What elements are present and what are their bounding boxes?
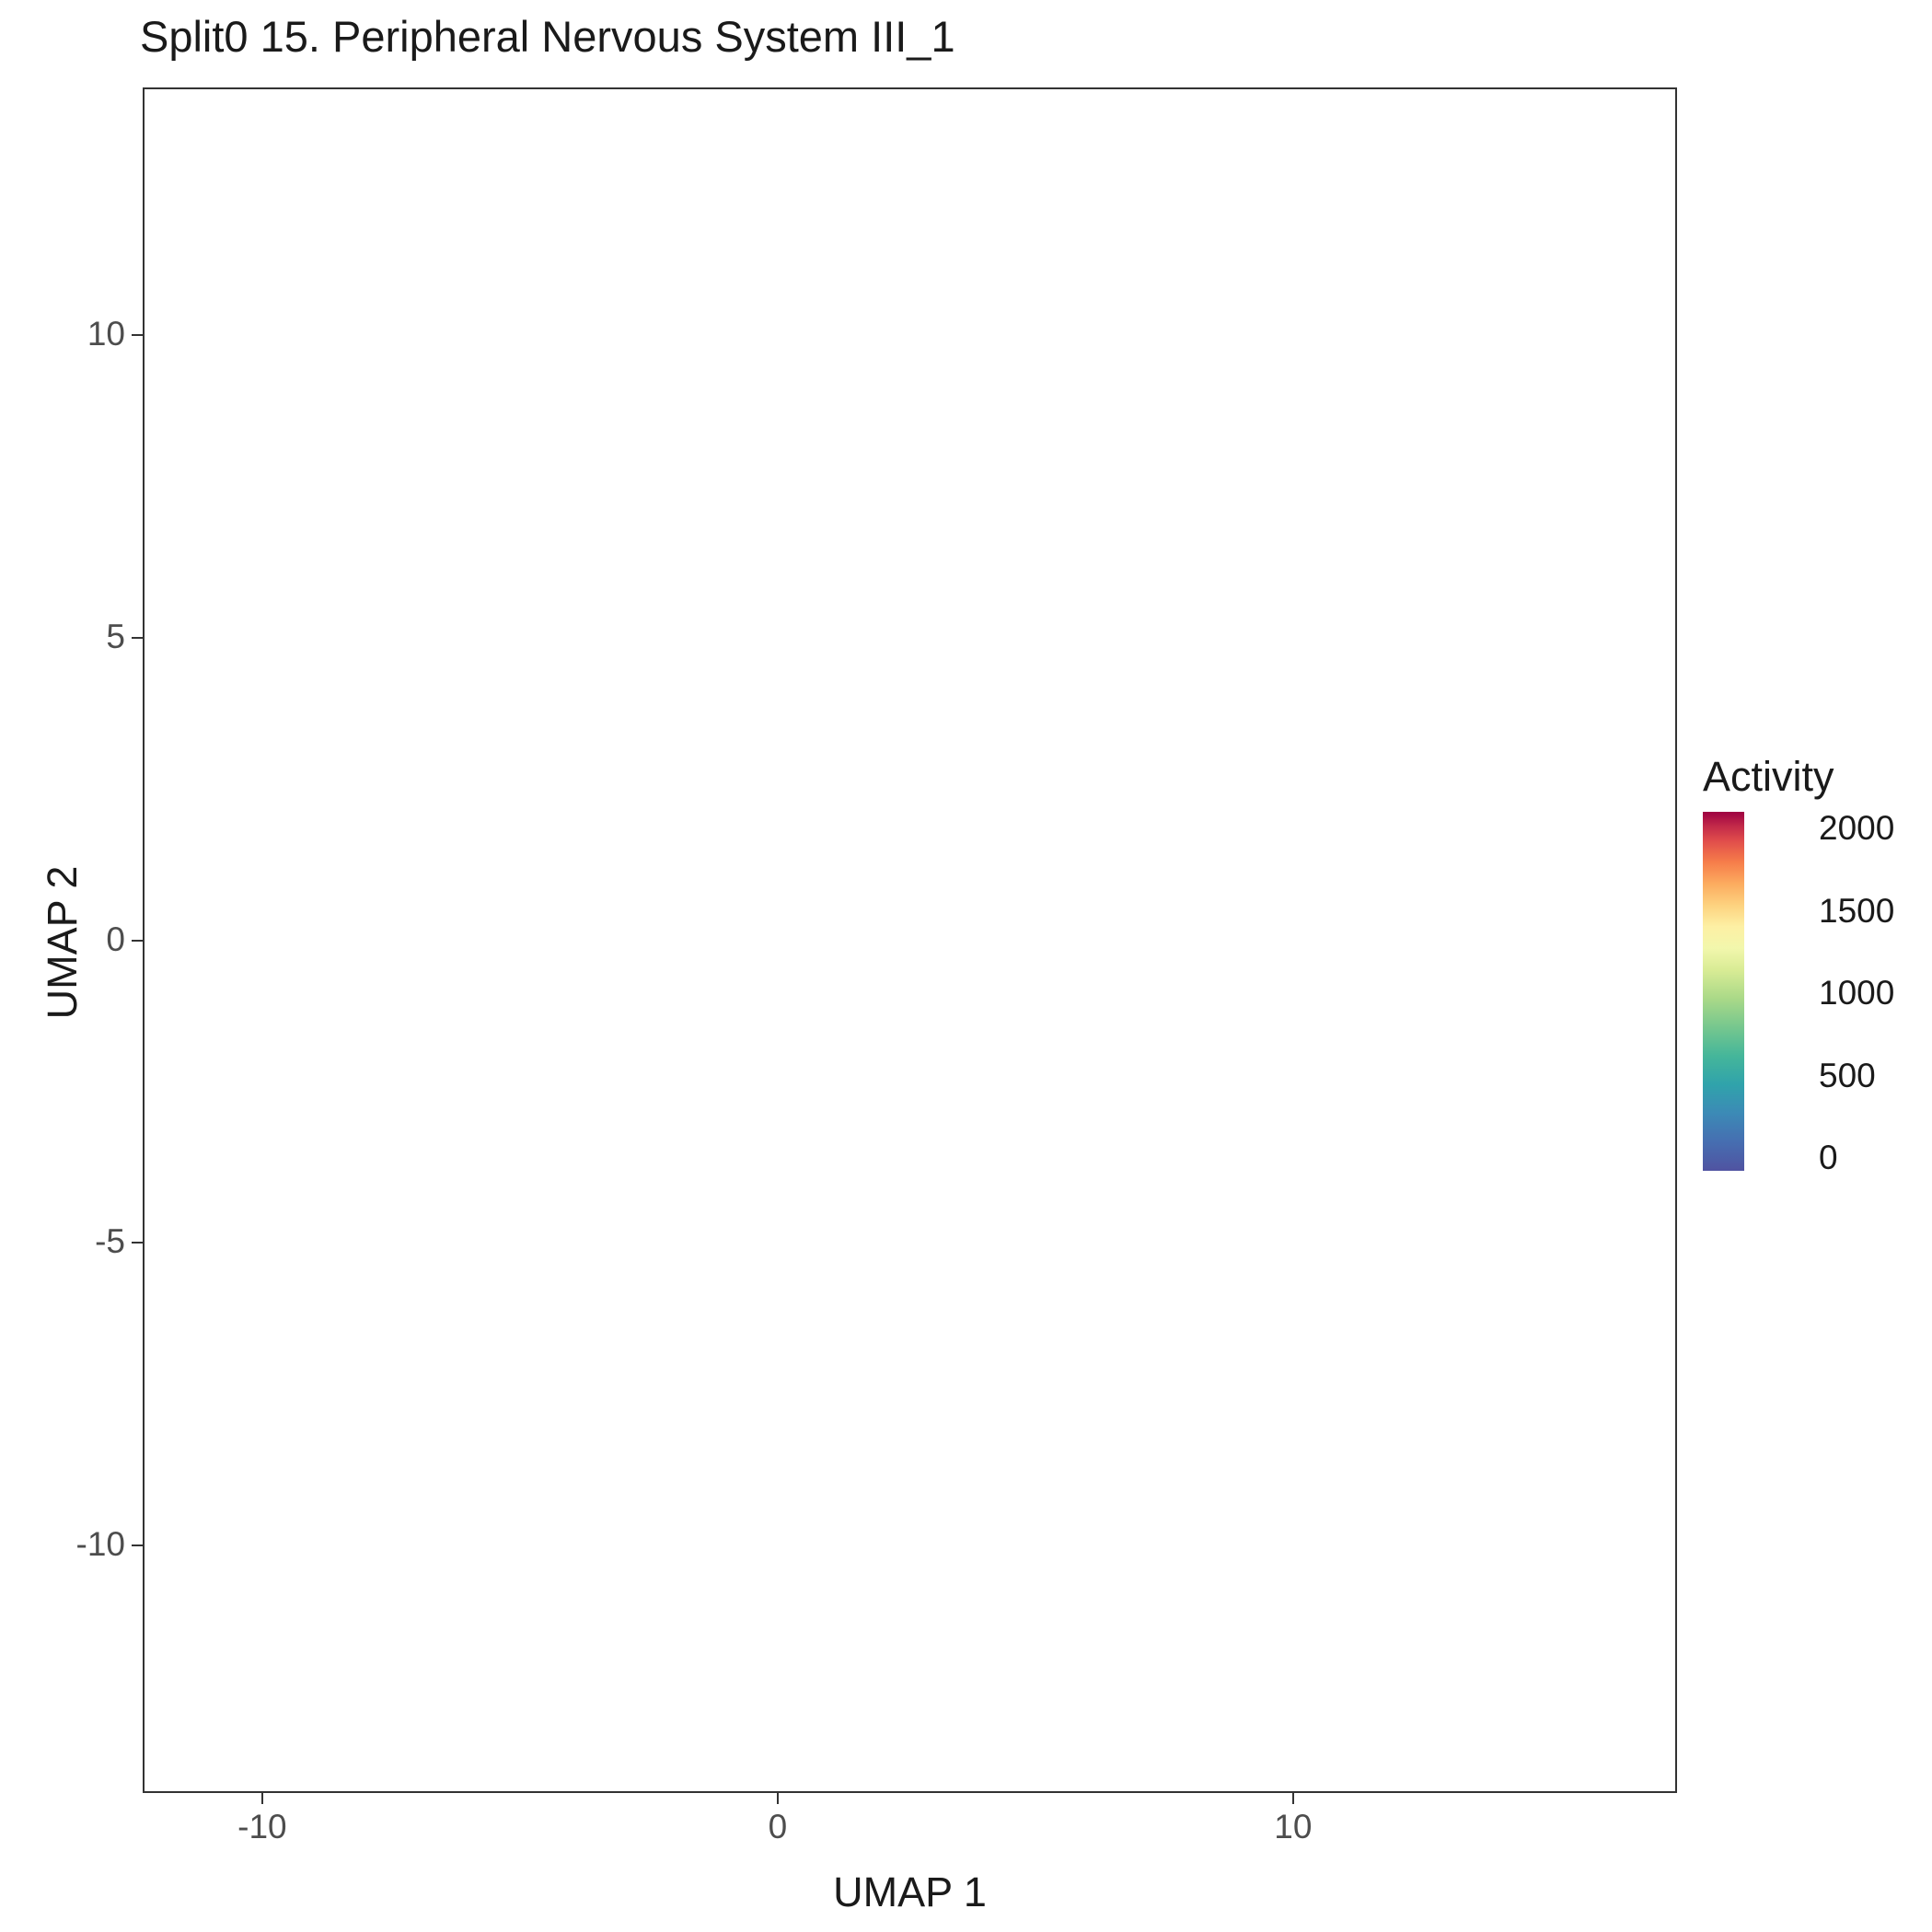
y-tick-mark (132, 636, 143, 639)
legend-tick-label: 1500 (1819, 891, 1895, 930)
y-tick-label: 5 (106, 617, 125, 655)
plot-title: Split0 15. Peripheral Nervous System III… (140, 12, 955, 61)
x-tick-label: -10 (237, 1808, 287, 1845)
legend-tick-label: 0 (1819, 1139, 1838, 1176)
y-axis-title: UMAP 2 (39, 865, 86, 1020)
y-tick-label: 0 (106, 920, 125, 958)
x-tick-label: 10 (1274, 1808, 1313, 1845)
y-tick-mark (132, 334, 143, 337)
y-tick-mark (132, 1544, 143, 1546)
x-axis-title: UMAP 1 (833, 1868, 987, 1915)
legend-colorbar (1703, 812, 1744, 1171)
x-tick-label: 0 (768, 1808, 788, 1845)
y-tick-mark (132, 1242, 143, 1244)
activity-legend: Activity 2000 1500 1000 500 0 (1701, 753, 1922, 1176)
y-tick-label: -10 (75, 1524, 125, 1563)
x-tick-mark (260, 1793, 263, 1804)
legend-tick-label: 1000 (1819, 974, 1895, 1012)
legend-tick-label: 2000 (1819, 809, 1895, 847)
y-tick-label: -5 (95, 1222, 125, 1261)
x-tick-mark (1291, 1793, 1294, 1804)
y-tick-mark (132, 939, 143, 942)
legend-tick-label: 500 (1819, 1056, 1876, 1094)
scatter-points-canvas (143, 87, 1677, 1793)
x-tick-mark (776, 1793, 779, 1804)
y-tick-label: 10 (87, 315, 125, 353)
legend-title: Activity (1703, 753, 1834, 800)
